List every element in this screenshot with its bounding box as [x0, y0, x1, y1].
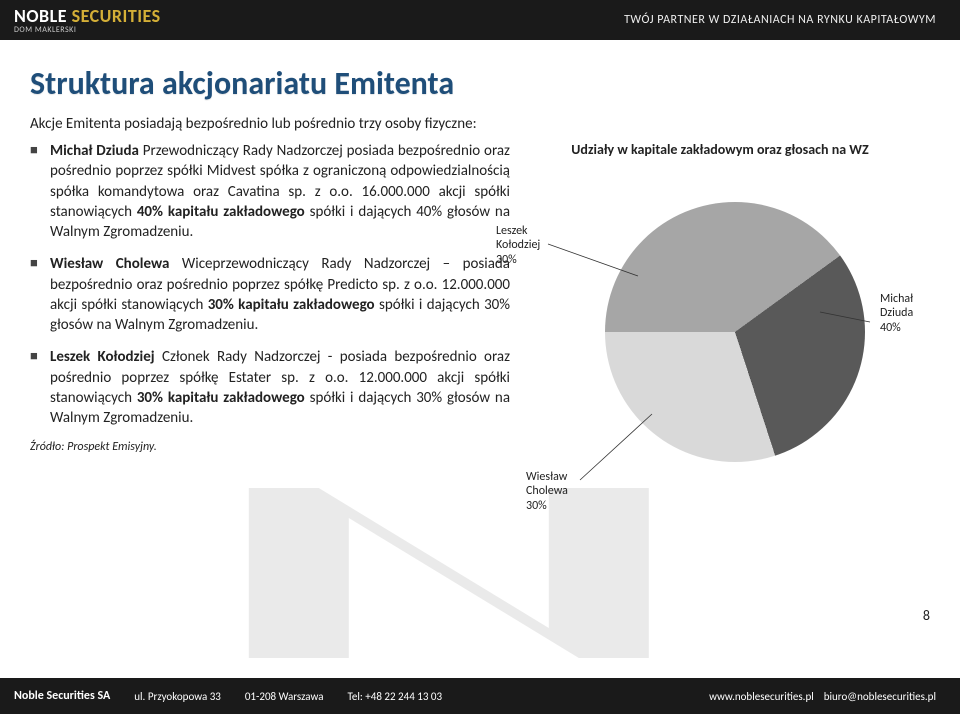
slide-page: NOBLE SECURITIES DOM MAKLERSKI TWÓJ PART… [0, 0, 960, 714]
header-tagline: TWÓJ PARTNER W DZIAŁANIACH NA RYNKU KAPI… [624, 13, 936, 27]
pie-slice-label: LeszekKołodziej30% [496, 224, 540, 267]
footer-right: www.noblesecurities.pl biuro@noblesecuri… [709, 690, 936, 703]
pie-slice-label: MichałDziuda40% [880, 292, 913, 335]
footer-left: Noble Securities SA ul. Przyokopowa 33 0… [14, 689, 442, 703]
intro-text: Akcje Emitenta posiadają bezpośrednio lu… [30, 115, 510, 133]
bullet-item: Leszek Kołodziej Członek Rady Nadzorczej… [30, 347, 510, 428]
text-column: Michał Dziuda Przewodniczący Rady Nadzor… [30, 141, 510, 542]
logo-word-1: NOBLE [14, 5, 67, 27]
footer-web: www.noblesecurities.pl [709, 690, 814, 703]
footer-address: ul. Przyokopowa 33 [134, 690, 221, 703]
bullet-list: Michał Dziuda Przewodniczący Rady Nadzor… [30, 141, 510, 428]
logo-text: NOBLE SECURITIES [14, 7, 161, 25]
chart-title: Udziały w kapitale zakładowym oraz głosa… [520, 141, 920, 158]
footer-tel: Tel: +48 22 244 13 03 [347, 690, 442, 703]
logo: NOBLE SECURITIES DOM MAKLERSKI [14, 7, 161, 34]
logo-word-2: SECURITIES [72, 5, 161, 27]
page-title: Struktura akcjonariatu Emitenta [30, 64, 930, 103]
bullet-item: Michał Dziuda Przewodniczący Rady Nadzor… [30, 141, 510, 242]
content-area: Struktura akcjonariatu Emitenta Akcje Em… [0, 64, 960, 674]
logo-subtitle: DOM MAKLERSKI [14, 26, 161, 34]
body-row: Michał Dziuda Przewodniczący Rady Nadzor… [30, 141, 930, 542]
footer-company: Noble Securities SA [14, 689, 110, 703]
source-note: Źródło: Prospekt Emisyjny. [30, 440, 510, 454]
pie-chart [605, 202, 865, 462]
footer-city: 01-208 Warszawa [245, 690, 324, 703]
page-number: 8 [923, 607, 930, 624]
chart-column: Udziały w kapitale zakładowym oraz głosa… [520, 141, 920, 542]
pie-slice-label: WiesławCholewa30% [526, 470, 568, 513]
footer-bar: Noble Securities SA ul. Przyokopowa 33 0… [0, 678, 960, 714]
bullet-item: Wiesław Cholewa Wiceprzewodniczący Rady … [30, 254, 510, 335]
footer-email: biuro@noblesecurities.pl [824, 690, 936, 703]
pie-chart-container: MichałDziuda40%WiesławCholewa30%LeszekKo… [520, 162, 920, 542]
header-bar: NOBLE SECURITIES DOM MAKLERSKI TWÓJ PART… [0, 0, 960, 40]
